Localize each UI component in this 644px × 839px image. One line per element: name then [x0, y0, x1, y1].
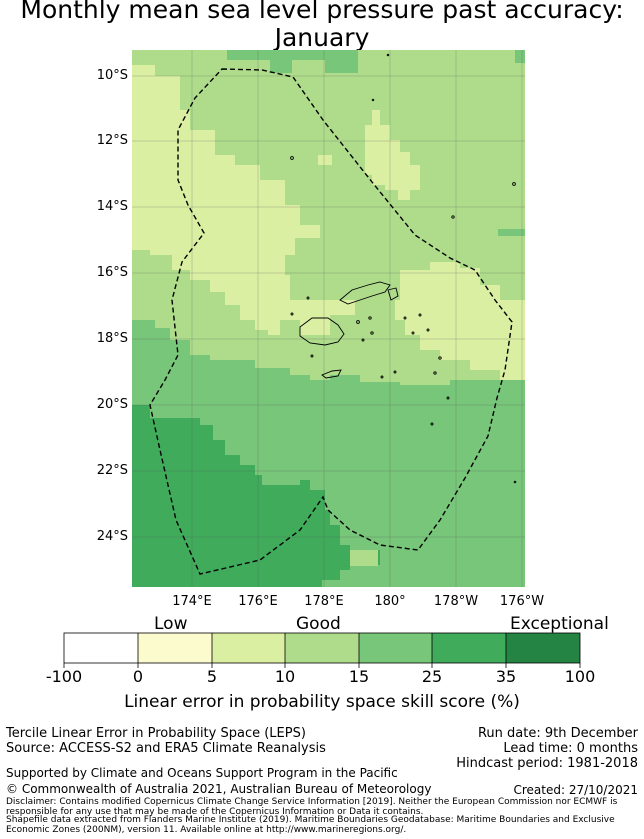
lon-label: 178°E — [304, 594, 344, 609]
lat-label: 14°S — [96, 199, 128, 214]
disclaimer-line2: responsible for any use that may be made… — [6, 807, 424, 817]
lat-label: 12°S — [96, 133, 128, 148]
lat-label: 16°S — [96, 265, 128, 280]
colorbar-swatch — [285, 633, 359, 663]
viti-levu — [299, 317, 345, 346]
lat-label: 22°S — [96, 463, 128, 478]
colorbar-swatch — [212, 633, 285, 663]
colorbar-tick: 35 — [495, 667, 517, 686]
leps-description: Tercile Linear Error in Probability Spac… — [6, 726, 306, 741]
colorbar-frame — [63, 632, 581, 664]
colorbar-tick: 5 — [206, 667, 218, 686]
skill-region-light — [132, 65, 320, 335]
shapefile-line2: Economic Zones (200NM), version 11. Avai… — [6, 825, 407, 835]
skill-region-light-east — [395, 262, 525, 380]
colorbar-tick: 10 — [274, 667, 296, 686]
colorbar-tick: 100 — [564, 667, 596, 686]
colorbar-swatch — [359, 633, 432, 663]
colorbar-tick: -100 — [45, 667, 83, 686]
taveuni — [387, 287, 399, 301]
colorbar-tick: 0 — [132, 667, 144, 686]
lat-label: 18°S — [96, 331, 128, 346]
colorbar-swatch — [138, 633, 212, 663]
skill-patch — [318, 155, 332, 165]
skill-region-light-ne — [365, 110, 420, 200]
colorbar-tick: 15 — [348, 667, 370, 686]
lon-label: 178°W — [433, 594, 479, 609]
vanua-levu — [339, 281, 391, 305]
skill-region-high — [132, 405, 350, 587]
colorbar-swatch — [506, 633, 580, 663]
colorbar-swatch — [64, 633, 138, 663]
support-note: Supported by Climate and Oceans Support … — [6, 766, 398, 780]
lead-time: Lead time: 0 months — [503, 741, 638, 756]
fiji-islands — [290, 53, 517, 484]
lon-label: 176°E — [238, 594, 278, 609]
colorbar-category-exceptional: Exceptional — [510, 614, 609, 634]
run-date: Run date: 9th December — [477, 726, 638, 741]
skill-patch — [350, 550, 378, 566]
lon-label: 176°W — [499, 594, 545, 609]
map-title-line2: January — [274, 23, 370, 52]
created-date: Created: 27/10/2021 — [513, 783, 638, 797]
lat-label: 24°S — [96, 529, 128, 544]
data-source: Source: ACCESS-S2 and ERA5 Climate Reana… — [6, 741, 326, 756]
colorbar-label: Linear error in probability space skill … — [124, 692, 520, 712]
kadavu — [321, 369, 342, 379]
copyright: © Commonwealth of Australia 2021, Austra… — [6, 782, 432, 796]
skill-patch — [498, 229, 525, 236]
skill-region-northeast — [515, 50, 525, 63]
lat-label: 20°S — [96, 397, 128, 412]
colorbar-swatch — [432, 633, 506, 663]
lon-label: 180° — [374, 594, 406, 609]
shapefile-line1: Shapefile data extracted from Flanders M… — [6, 815, 615, 825]
map-title-line1: Monthly mean sea level pressure past acc… — [20, 0, 624, 24]
lat-label: 10°S — [96, 68, 128, 83]
colorbar — [63, 632, 581, 668]
colorbar-category-low: Low — [154, 614, 188, 634]
disclaimer-line1: Disclaimer: Contains modified Copernicus… — [6, 797, 618, 807]
graticule — [132, 50, 525, 587]
colorbar-category-good: Good — [296, 614, 341, 634]
eez-boundary — [149, 68, 513, 575]
hindcast-period: Hindcast period: 1981-2018 — [456, 756, 638, 771]
skill-region-light-fiji — [300, 300, 355, 335]
skill-region-north — [227, 50, 358, 73]
colorbar-tick: 25 — [421, 667, 443, 686]
lon-label: 174°E — [172, 594, 212, 609]
